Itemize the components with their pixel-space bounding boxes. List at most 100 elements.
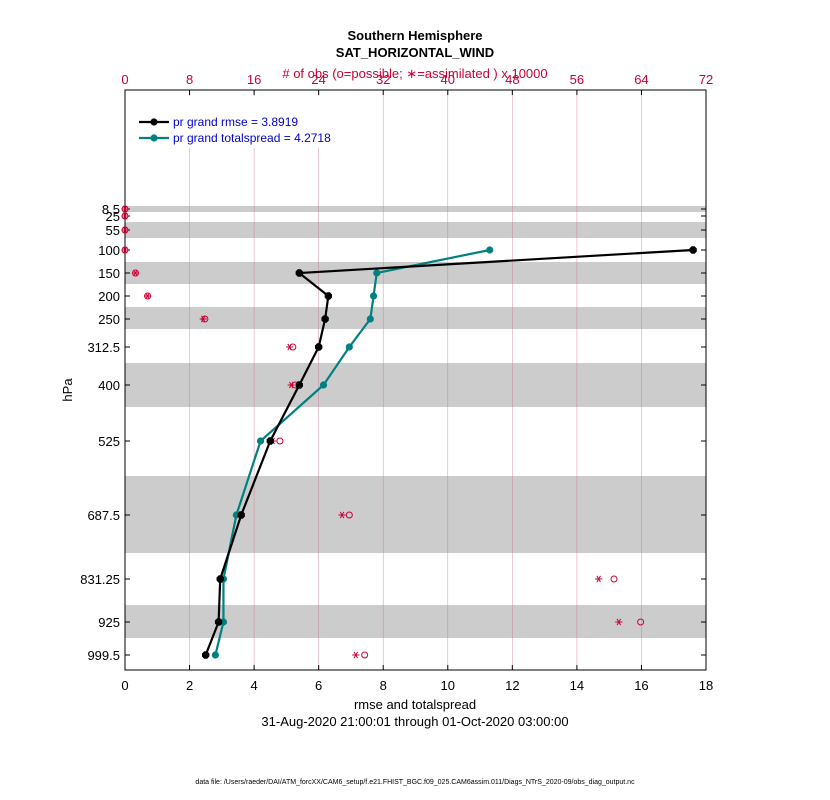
y-tick-label: 525: [98, 434, 120, 449]
obs-assimilated-marker: [121, 212, 129, 220]
shaded-band: [125, 476, 706, 553]
y-tick-label: 400: [98, 378, 120, 393]
obs-assimilated-marker: [121, 205, 129, 213]
series-point-rmse: [201, 651, 210, 659]
series-point-spread: [211, 651, 219, 659]
shaded-band: [125, 206, 706, 212]
obs-possible-marker: [637, 618, 645, 626]
asterisk-stroke: [288, 381, 294, 389]
shaded-band: [125, 307, 706, 329]
legend-entry: pr grand totalspread = 4.2718: [173, 131, 331, 145]
x-tick-label: 12: [505, 678, 519, 693]
obs-assimilated-marker: [143, 292, 152, 300]
vertical-gridlines: [189, 90, 642, 670]
y-tick-label: 200: [98, 289, 120, 304]
top-tick-label: 24: [311, 72, 325, 87]
obs-assimilated-marker: [352, 651, 360, 659]
asterisk-stroke: [353, 651, 359, 659]
chart-title: Southern Hemisphere: [347, 28, 482, 43]
top-tick-label: 56: [570, 72, 584, 87]
bottom-axis-ticks: 0 2 4 6 8 10 12 14 16 18: [121, 665, 713, 693]
obs-assimilated-marker: [615, 618, 623, 626]
series-point-rmse: [321, 315, 329, 323]
x-tick-label: 10: [441, 678, 455, 693]
top-axis-ticks: 0 8 16 24 32 40 48 56 64 72: [121, 72, 713, 95]
asterisk-stroke: [122, 246, 128, 254]
top-tick-label: 8: [186, 72, 193, 87]
series-point-spread: [366, 315, 374, 323]
asterisk-stroke: [122, 212, 128, 220]
x-tick-label: 6: [315, 678, 322, 693]
asterisk-stroke: [145, 292, 150, 300]
series-point-spread: [345, 343, 353, 351]
date-range-label: 31-Aug-2020 21:00:01 through 01-Oct-2020…: [261, 714, 568, 729]
x-tick-label: 2: [186, 678, 193, 693]
legend-swatch-marker: [150, 118, 158, 126]
y-tick-label: 250: [98, 312, 120, 327]
top-tick-label: 64: [634, 72, 648, 87]
asterisk-stroke: [133, 269, 138, 277]
data-file-footnote: data file: /Users/raeder/DAI/ATM_forcXX/…: [195, 779, 635, 786]
x-tick-label: 18: [699, 678, 713, 693]
obs-assimilated-marker: [287, 381, 295, 389]
asterisk-stroke: [122, 226, 128, 234]
asterisk-stroke: [616, 618, 622, 626]
obs-assimilated-marker: [199, 315, 207, 323]
y-tick-label: 831.25: [80, 572, 120, 587]
obs-assimilated-marker: [121, 246, 129, 254]
top-tick-label: 0: [121, 72, 128, 87]
x-tick-label: 14: [570, 678, 584, 693]
obs-assimilated-marker: [595, 575, 603, 583]
series-point-spread: [369, 292, 378, 300]
series-point-rmse: [237, 511, 245, 519]
legend: pr grand rmse = 3.8919 pr grand totalspre…: [129, 96, 357, 148]
obs-possible-marker: [345, 511, 353, 519]
top-tick-label: 32: [376, 72, 390, 87]
x-axis-label: rmse and totalspread: [354, 697, 476, 712]
top-tick-label: 16: [247, 72, 261, 87]
chart-subtitle: SAT_HORIZONTAL_WIND: [336, 45, 494, 60]
y-tick-label: 312.5: [87, 340, 120, 355]
asterisk-stroke: [287, 343, 292, 351]
y-tick-label: 8.5: [102, 202, 120, 217]
x-tick-label: 16: [634, 678, 648, 693]
y-axis-label: hPa: [60, 378, 75, 402]
x-tick-label: 4: [250, 678, 257, 693]
series-lines: [201, 246, 697, 659]
legend-swatch-marker: [150, 134, 158, 142]
shaded-band: [125, 363, 706, 407]
series-point-spread: [486, 246, 494, 254]
shaded-band: [125, 262, 706, 284]
y-tick-label: 150: [98, 266, 120, 281]
obs-assimilated-marker: [121, 226, 129, 234]
series-point-rmse: [295, 269, 303, 277]
asterisk-stroke: [339, 511, 345, 519]
shaded-layer-bands: [125, 206, 706, 638]
series-point-rmse: [216, 575, 224, 583]
obs-possible-marker: [276, 437, 284, 445]
asterisk-stroke: [596, 575, 601, 583]
asterisk-stroke: [122, 205, 128, 213]
series-point-rmse: [324, 292, 333, 300]
obs-possible-marker: [361, 651, 369, 659]
series-point-rmse: [689, 246, 697, 254]
top-tick-label: 72: [699, 72, 713, 87]
obs-assimilated-marker: [286, 343, 294, 351]
y-tick-label: 925: [98, 615, 120, 630]
y-tick-label: 55: [106, 223, 120, 238]
series-point-spread: [373, 269, 381, 277]
series-point-rmse: [295, 381, 303, 389]
y-tick-label: 999.5: [87, 648, 120, 663]
series-point-rmse: [314, 343, 323, 351]
asterisk-stroke: [201, 315, 206, 323]
plot-frame: [124, 89, 707, 671]
legend-entry: pr grand rmse = 3.8919: [173, 115, 298, 129]
series-point-rmse: [214, 618, 223, 626]
obs-possible-marker: [610, 575, 618, 583]
x-tick-label: 8: [380, 678, 387, 693]
series-point-spread: [256, 437, 265, 445]
obs-assimilated-marker: [338, 511, 346, 519]
obs-assimilated-marker: [131, 269, 140, 277]
